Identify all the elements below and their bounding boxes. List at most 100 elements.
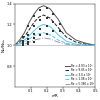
Point [40, 34, 41, 36]
Re = 1.08 x 10⁴ [85, 45, 86, 46]
Re = 5.380 x 10³ [38, 38, 40, 40]
Point [33, 41, 35, 43]
Y-axis label: Nu/Nu₀: Nu/Nu₀ [2, 38, 6, 52]
Re = 9.65 x 10⁴ [94, 45, 96, 46]
Point [22, 40, 24, 42]
Re = 3.0 x 10⁴ [50, 26, 51, 27]
Re = 9.65 x 10⁴ [66, 36, 67, 38]
Legend: Re = 4.93 x 10⁵, Re = 9.65 x 10⁴, Re = 3.0 x 10⁴, Re = 1.08 x 10⁴, Re = 5.380 x : Re = 4.93 x 10⁵, Re = 9.65 x 10⁴, Re = 3… [65, 63, 94, 86]
Re = 5.380 x 10³ [29, 42, 30, 43]
Point [22, 44, 24, 46]
Line: Re = 1.08 x 10⁴: Re = 1.08 x 10⁴ [15, 33, 95, 45]
Re = 5.380 x 10³ [94, 45, 96, 46]
Point [59, 24, 61, 25]
Re = 1.08 x 10⁴ [38, 33, 40, 34]
Re = 4.93 x 10⁵ [14, 45, 15, 46]
Point [33, 33, 35, 35]
Re = 5.380 x 10³ [75, 45, 76, 46]
Line: Re = 9.65 x 10⁴: Re = 9.65 x 10⁴ [15, 15, 95, 45]
Re = 9.65 x 10⁴ [57, 27, 59, 28]
Re = 9.65 x 10⁴ [29, 29, 30, 30]
Re = 4.93 x 10⁵ [19, 39, 20, 41]
Re = 4.93 x 10⁵ [24, 32, 25, 33]
Re = 9.65 x 10⁴ [24, 36, 25, 38]
Re = 5.380 x 10³ [19, 45, 20, 46]
Point [40, 19, 41, 21]
Re = 1.08 x 10⁴ [75, 45, 76, 46]
Point [33, 37, 35, 39]
Re = 4.93 x 10⁵ [66, 32, 67, 33]
Point [46, 26, 48, 27]
Re = 9.65 x 10⁴ [75, 42, 76, 43]
Re = 4.93 x 10⁵ [43, 5, 44, 6]
Line: Re = 4.93 x 10⁵: Re = 4.93 x 10⁵ [15, 6, 95, 45]
Re = 1.08 x 10⁴ [57, 39, 59, 41]
Re = 5.380 x 10³ [66, 44, 67, 45]
Re = 1.08 x 10⁴ [94, 45, 96, 46]
Re = 3.0 x 10⁴ [29, 35, 30, 36]
Point [33, 15, 35, 17]
Point [52, 22, 54, 23]
Re = 3.0 x 10⁴ [19, 42, 20, 44]
Point [46, 17, 48, 19]
Point [22, 42, 24, 44]
Re = 9.65 x 10⁴ [50, 18, 51, 19]
Point [52, 30, 54, 31]
Re = 3.0 x 10⁴ [24, 39, 25, 41]
Re = 5.380 x 10³ [50, 38, 51, 40]
Re = 1.08 x 10⁴ [50, 34, 51, 35]
Re = 3.0 x 10⁴ [43, 24, 44, 25]
Re = 1.08 x 10⁴ [43, 32, 44, 33]
Re = 9.65 x 10⁴ [14, 45, 15, 46]
Line: Re = 5.380 x 10³: Re = 5.380 x 10³ [15, 38, 95, 45]
Re = 1.08 x 10⁴ [33, 35, 35, 36]
Point [22, 36, 24, 38]
Point [27, 26, 28, 27]
Point [52, 13, 54, 15]
Re = 9.65 x 10⁴ [43, 14, 44, 16]
Point [27, 43, 28, 45]
Point [40, 9, 41, 11]
Re = 4.93 x 10⁵ [50, 8, 51, 9]
Point [27, 34, 28, 36]
Re = 1.08 x 10⁴ [19, 44, 20, 45]
Point [33, 26, 35, 27]
X-axis label: e/R: e/R [52, 94, 58, 98]
Re = 5.380 x 10³ [57, 42, 59, 43]
Point [27, 41, 28, 43]
Re = 9.65 x 10⁴ [33, 22, 35, 23]
Re = 3.0 x 10⁴ [75, 44, 76, 45]
Re = 3.0 x 10⁴ [85, 45, 86, 46]
Re = 9.65 x 10⁴ [19, 42, 20, 43]
Point [22, 43, 24, 45]
Line: Re = 3.0 x 10⁴: Re = 3.0 x 10⁴ [15, 24, 95, 45]
Re = 4.93 x 10⁵ [94, 45, 96, 46]
Re = 4.93 x 10⁵ [85, 42, 86, 44]
Re = 4.93 x 10⁵ [75, 39, 76, 41]
Re = 3.0 x 10⁴ [66, 40, 67, 42]
Point [40, 28, 41, 29]
Re = 9.65 x 10⁴ [38, 16, 40, 18]
Re = 4.93 x 10⁵ [57, 19, 59, 20]
Point [46, 7, 48, 8]
Re = 4.93 x 10⁵ [33, 13, 35, 15]
Re = 3.0 x 10⁴ [33, 30, 35, 31]
Re = 4.93 x 10⁵ [29, 22, 30, 23]
Re = 5.380 x 10³ [14, 45, 15, 46]
Re = 3.0 x 10⁴ [57, 34, 59, 35]
Re = 9.65 x 10⁴ [85, 44, 86, 45]
Re = 1.08 x 10⁴ [24, 42, 25, 43]
Re = 1.08 x 10⁴ [66, 42, 67, 44]
Re = 4.93 x 10⁵ [38, 7, 40, 8]
Point [59, 30, 61, 31]
Re = 1.08 x 10⁴ [29, 38, 30, 40]
Re = 3.0 x 10⁴ [38, 26, 40, 27]
Re = 1.08 x 10⁴ [14, 45, 15, 46]
Re = 3.0 x 10⁴ [14, 45, 15, 46]
Point [46, 33, 48, 35]
Point [27, 38, 28, 40]
Re = 5.380 x 10³ [24, 44, 25, 45]
Re = 5.380 x 10³ [43, 37, 44, 38]
Re = 5.380 x 10³ [85, 45, 86, 46]
Re = 3.0 x 10⁴ [94, 45, 96, 46]
